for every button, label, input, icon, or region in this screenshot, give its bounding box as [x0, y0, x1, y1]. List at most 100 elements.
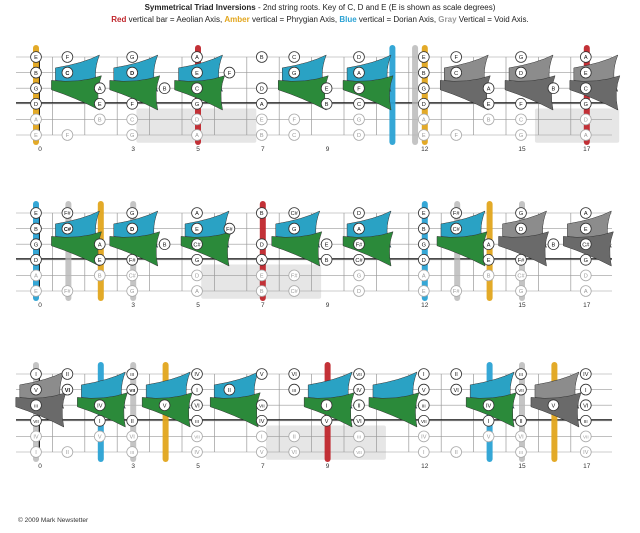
fret-number: 0	[38, 302, 42, 309]
note-label: G	[130, 289, 134, 295]
note-circle	[30, 368, 42, 380]
note-label: F	[519, 102, 523, 108]
note-label: A	[260, 102, 264, 108]
note-label: C#	[517, 274, 525, 280]
note-circle	[126, 368, 138, 380]
blue-axis-bar	[389, 45, 396, 145]
note-label: D	[357, 55, 361, 61]
legend-blue-text: vertical = Dorian Axis,	[356, 15, 439, 24]
note-label: IV	[583, 450, 589, 456]
lower-triangle	[569, 75, 621, 111]
note-circle	[158, 82, 171, 94]
note-circle	[126, 414, 138, 427]
note-circle	[515, 253, 527, 266]
note-label: IV	[97, 403, 103, 409]
note-circle	[126, 129, 138, 141]
note-label: III	[422, 403, 426, 408]
note-circle	[579, 129, 592, 141]
note-label: C#	[64, 227, 72, 233]
note-label: C#	[129, 274, 137, 280]
note-circle	[255, 82, 268, 94]
note-circle	[515, 113, 527, 126]
note-label: F	[357, 86, 361, 92]
fretboard-key-d: E F# G A B C# D E F# G A B C# D E F# G A B C# D E G A B C# D E F# G A B…	[16, 201, 614, 309]
note-label: D	[357, 133, 361, 139]
note-circle	[288, 446, 301, 458]
note-label: D	[195, 118, 199, 124]
note-label: F#	[64, 211, 71, 217]
note-circle	[61, 66, 74, 79]
note-circle	[255, 430, 268, 443]
note-circle	[417, 446, 430, 458]
fret-number: 0	[38, 463, 42, 470]
note-circle	[353, 82, 365, 94]
note-label: G	[195, 102, 199, 108]
note-label: B	[552, 242, 556, 248]
note-circle	[417, 98, 430, 110]
note-circle	[482, 414, 495, 427]
note-label: E	[584, 227, 588, 233]
note-label: A	[98, 86, 102, 92]
fretboard-key-c: E F G A B C D E F G A B C D E F G A B C D E G A B C D E F G A B C D E F G A B C…	[16, 45, 621, 153]
axis-legend: Red vertical bar = Aeolian Axis, Amber v…	[0, 15, 640, 24]
note-label: I	[35, 372, 37, 378]
note-circle	[417, 383, 430, 396]
note-label: V	[163, 403, 167, 409]
fret-number: 3	[131, 146, 135, 153]
note-circle	[94, 399, 106, 412]
note-label: D	[519, 71, 523, 77]
note-label: VI	[292, 372, 298, 378]
note-circle	[30, 207, 42, 219]
note-label: C	[454, 71, 458, 77]
note-label: B	[325, 258, 329, 264]
note-circle	[288, 113, 301, 126]
note-circle	[515, 368, 527, 380]
note-label: D	[357, 289, 361, 295]
note-label: B	[325, 102, 329, 108]
note-label: E	[487, 258, 491, 264]
lower-triangle	[342, 75, 394, 111]
fret-number: 12	[421, 302, 429, 309]
note-label: C#	[453, 227, 461, 233]
note-circle	[288, 51, 301, 63]
note-label: III	[519, 450, 523, 455]
note-circle	[126, 207, 138, 219]
note-circle	[126, 51, 138, 63]
lower-triangle	[504, 75, 556, 111]
note-circle	[30, 66, 42, 79]
fret-number: 0	[38, 146, 42, 153]
note-circle	[255, 269, 268, 282]
note-circle	[30, 446, 42, 458]
note-circle	[30, 113, 42, 126]
note-circle	[30, 399, 42, 412]
note-label: III	[292, 388, 296, 393]
note-circle	[547, 238, 560, 251]
note-label: A	[357, 227, 361, 233]
note-circle	[353, 368, 365, 380]
note-label: E	[34, 133, 38, 139]
note-circle	[191, 66, 203, 79]
lower-triangle	[51, 75, 102, 111]
note-label: A	[34, 274, 38, 280]
copyright-text: © 2009 Mark Newstetter	[18, 517, 89, 524]
fret-number: 3	[131, 302, 135, 309]
fret-number: 9	[326, 302, 330, 309]
note-circle	[353, 399, 365, 412]
note-label: IV	[259, 419, 265, 425]
note-circle	[288, 269, 301, 282]
fretboard-key-e: I II III IV V VI VII I II III IVV VI VII I II III IV V VI V…	[15, 362, 612, 470]
note-label: F	[130, 102, 134, 108]
note-label: III	[130, 372, 134, 377]
note-label: B	[552, 86, 556, 92]
note-label: V	[260, 450, 264, 456]
legend-blue-word: Blue	[339, 15, 357, 24]
note-circle	[515, 207, 527, 219]
note-label: A	[195, 289, 199, 295]
note-label: D	[422, 258, 426, 264]
fret-number: 17	[583, 463, 591, 470]
note-label: F	[66, 133, 70, 139]
note-label: G	[422, 242, 426, 248]
note-label: IV	[33, 435, 39, 441]
note-label: D	[260, 242, 264, 248]
